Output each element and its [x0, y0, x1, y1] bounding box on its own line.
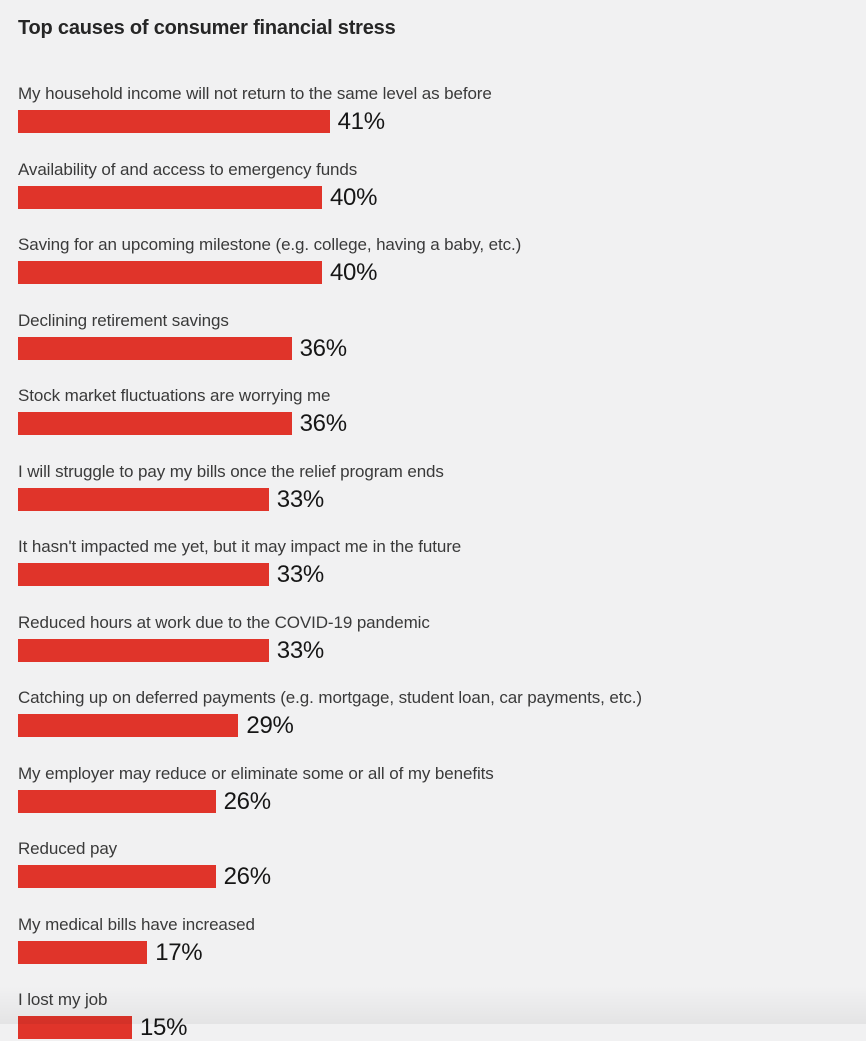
chart-row: Reduced hours at work due to the COVID-1… [18, 610, 848, 662]
bar-line: 29% [18, 712, 848, 739]
bar [18, 789, 216, 813]
bar [18, 638, 269, 662]
bar-value-label: 40% [330, 259, 378, 286]
bar-line: 33% [18, 636, 848, 664]
bar-label: Saving for an upcoming milestone (e.g. c… [18, 235, 522, 254]
bar-value-label: 17% [155, 938, 203, 966]
bar-label: Catching up on deferred payments (e.g. m… [18, 688, 642, 707]
bar-value-label: 15% [140, 1014, 188, 1041]
bar-label: I lost my job [18, 990, 108, 1009]
chart-row: Stock market fluctuations are worrying m… [18, 383, 848, 437]
chart-row: My household income will not return to t… [18, 81, 848, 135]
chart-row: Declining retirement savings 36% [18, 308, 848, 360]
bar-value-label: 33% [276, 561, 324, 588]
bar [18, 110, 330, 133]
bar-line: 40% [18, 259, 848, 286]
bar [18, 261, 322, 284]
bar-label: Reduced hours at work due to the COVID-1… [18, 612, 430, 632]
chart-row: My medical bills have increased 17% [18, 912, 848, 964]
bar-line: 17% [18, 938, 848, 966]
bar-label: My medical bills have increased [18, 914, 255, 934]
bar-value-label: 33% [276, 636, 324, 664]
bar-value-label: 40% [330, 183, 378, 211]
chart-row: Availability of and access to emergency … [18, 157, 848, 209]
bar-label: Availability of and access to emergency … [18, 159, 358, 179]
chart-row: Catching up on deferred payments (e.g. m… [18, 685, 848, 739]
bar-value-label: 29% [246, 712, 294, 739]
bar-label: It hasn't impacted me yet, but it may im… [18, 537, 462, 556]
bar [18, 336, 292, 360]
bar [18, 487, 269, 511]
bar-label: Stock market fluctuations are worrying m… [18, 386, 331, 405]
chart-row: Saving for an upcoming milestone (e.g. c… [18, 232, 848, 286]
bar-value-label: 26% [223, 787, 271, 815]
bar [18, 865, 216, 888]
bar-line: 26% [18, 787, 848, 815]
chart-row: Reduced pay 26% [18, 836, 848, 890]
bar [18, 563, 269, 586]
bar-line: 15% [18, 1014, 848, 1041]
chart-title: Top causes of consumer financial stress [18, 17, 396, 39]
bar-value-label: 33% [276, 485, 324, 513]
bar-line: 36% [18, 334, 848, 362]
chart-row: It hasn't impacted me yet, but it may im… [18, 534, 848, 588]
chart-row: My employer may reduce or eliminate some… [18, 761, 848, 813]
bar-line: 36% [18, 410, 848, 437]
bar-label: Reduced pay [18, 839, 118, 858]
bar-label: My household income will not return to t… [18, 84, 492, 103]
bar [18, 714, 239, 737]
bar-line: 33% [18, 561, 848, 588]
bar [18, 412, 292, 435]
chart-row: I will struggle to pay my bills once the… [18, 459, 848, 511]
bar-value-label: 36% [299, 410, 347, 437]
bar-line: 40% [18, 183, 848, 211]
bar-line: 26% [18, 863, 848, 890]
bar-chart: My household income will not return to t… [18, 81, 848, 1041]
bar [18, 940, 148, 964]
bar-value-label: 41% [337, 108, 385, 135]
bar-value-label: 36% [299, 334, 347, 362]
bar-line: 41% [18, 108, 848, 135]
bar [18, 185, 322, 209]
bar-label: Declining retirement savings [18, 310, 229, 330]
bar-value-label: 26% [223, 863, 271, 890]
bar-line: 33% [18, 485, 848, 513]
bar-label: I will struggle to pay my bills once the… [18, 461, 444, 481]
chart-row: I lost my job 15% [18, 987, 848, 1041]
bar [18, 1016, 132, 1039]
bar-label: My employer may reduce or eliminate some… [18, 763, 494, 783]
